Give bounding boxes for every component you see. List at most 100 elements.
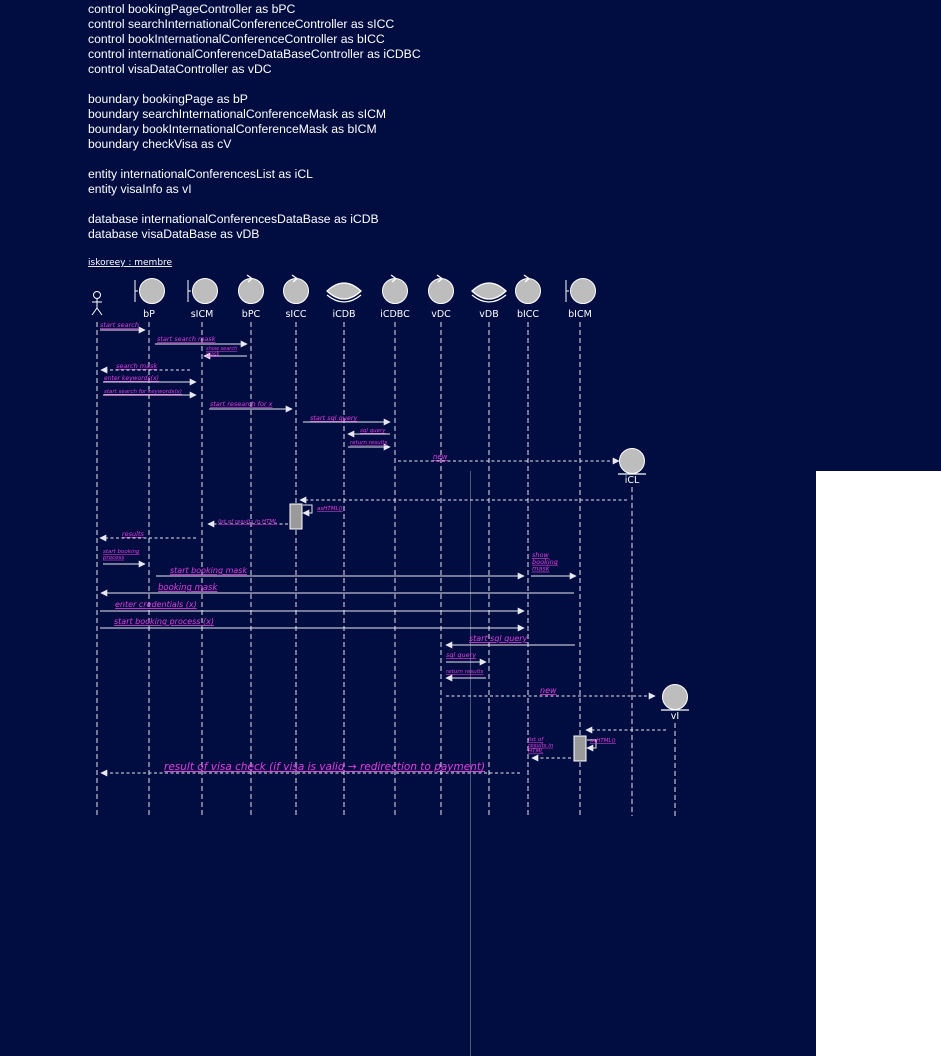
message-3: search mask	[100, 362, 190, 374]
participant-bPC: bPC	[238, 274, 264, 320]
message-1: start search mask	[155, 335, 248, 348]
participant-label: iCDB	[332, 309, 355, 320]
participants: bP sICM bPC sICC iCDB iCDBC vDC vDB bICC bICM iCL v…	[91, 274, 689, 722]
plantuml-declarations: control bookingPageController as bPC con…	[88, 2, 421, 242]
participant-bICM: bICM	[565, 278, 596, 320]
declaration-boundary-bicm: boundary bookInternationalConferenceMask…	[88, 122, 377, 136]
lifelines	[96, 322, 676, 816]
diagram-title: iskoreey : membre	[88, 258, 173, 268]
participant-label: iCL	[625, 475, 640, 486]
message-label: start sql query	[310, 414, 358, 422]
declaration-control-icdbc: control internationalConferenceDataBaseC…	[88, 47, 421, 61]
message-label: start search	[100, 321, 139, 329]
message-label: start booking process (x)	[114, 617, 214, 626]
participant-label: vI	[671, 711, 679, 722]
message-22: sql query	[446, 651, 487, 666]
message-7: start sql query	[303, 414, 391, 426]
message-6: start research for x	[209, 400, 293, 413]
participant-label: bPC	[242, 309, 261, 320]
declaration-control-bicc: control bookInternationalConferenceContr…	[88, 32, 385, 46]
vertical-divider	[470, 471, 471, 1056]
message-label: result of visa check (if visa is valid →…	[164, 761, 485, 773]
participant-label: vDB	[479, 309, 498, 320]
participant-bICC: bICC	[515, 274, 541, 320]
declaration-database-vdb: database visaDataBase as vDB	[88, 227, 260, 241]
message-label: start search mask	[157, 335, 216, 343]
self-message-arrow	[586, 739, 597, 752]
message-label: start booking process	[102, 549, 140, 561]
message-label: results	[122, 530, 145, 538]
message-21: start sql query	[445, 634, 575, 649]
participant-label: sICC	[285, 309, 306, 320]
message-label: asHTML()	[317, 506, 343, 512]
declaration-boundary-sicm: boundary searchInternationalConferenceMa…	[88, 107, 387, 121]
message-label: list of results in HTML	[528, 737, 554, 755]
message-26: asHTML()	[586, 738, 616, 752]
message-10: new	[398, 453, 620, 465]
participant-bP: bP	[134, 278, 165, 320]
message-label: booking mask	[158, 583, 218, 593]
message-8: sql query	[347, 428, 390, 438]
message-12: asHTML()	[302, 504, 343, 517]
message-label: sql query	[360, 428, 386, 434]
message-label: start search for keywords(x)	[104, 389, 182, 395]
participant-label: vDC	[431, 309, 451, 320]
participant-iCL: iCL	[618, 448, 646, 486]
message-label: start research for x	[210, 400, 273, 408]
message-16: start booking mask	[156, 566, 525, 580]
activations	[289, 503, 587, 762]
participant-label: bP	[143, 309, 155, 320]
message-4: enter keywords(x)	[103, 375, 197, 386]
declaration-control-bpc: control bookingPageController as bPC	[88, 2, 296, 16]
message-label: search mask	[116, 362, 158, 370]
participant-user	[91, 291, 103, 316]
message-19: enter credentials (x)	[100, 600, 525, 615]
message-9: return results	[348, 440, 391, 451]
message-label: return results	[446, 669, 483, 675]
participant-vI: vI	[661, 684, 689, 722]
declaration-boundary-bp: boundary bookingPage as bP	[88, 92, 248, 106]
message-28: result of visa check (if visa is valid →…	[100, 761, 520, 777]
message-15: start booking process	[102, 549, 146, 568]
declaration-boundary-cv: boundary checkVisa as cV	[88, 137, 232, 151]
declaration-entity-vi: entity visaInfo as vI	[88, 182, 192, 196]
message-5: start search for keywords(x)	[103, 389, 197, 399]
declaration-control-sicc: control searchInternationalConferenceCon…	[88, 17, 395, 31]
message-label: start booking mask	[170, 566, 247, 575]
message-27: list of results in HTML	[528, 737, 571, 762]
message-17: show booking mask	[531, 551, 577, 580]
message-label: asHTML()	[590, 738, 616, 744]
white-overlay-panel	[816, 471, 941, 1056]
message-23: return results	[445, 669, 486, 682]
activation-bicm	[573, 735, 587, 762]
declaration-control-vdc: control visaDataController as vDC	[88, 62, 272, 76]
message-13: list of results in HTML	[207, 519, 288, 528]
message-14: results	[99, 530, 196, 542]
message-18: booking mask	[100, 583, 574, 597]
message-24: new	[446, 686, 656, 700]
message-label: new	[433, 453, 448, 461]
participant-label: sICM	[191, 309, 214, 320]
declaration-database-icdb: database internationalConferencesDataBas…	[88, 212, 379, 226]
participant-label: iCDBC	[380, 309, 410, 320]
participant-sICM: sICM	[187, 278, 218, 320]
message-2: show search mask	[203, 346, 247, 360]
message-label: enter keywords(x)	[104, 375, 159, 382]
message-label: list of results in HTML	[218, 519, 277, 525]
message-label: sql query	[446, 651, 476, 659]
participant-iCDBC: iCDBC	[380, 274, 410, 320]
message-label: show search mask	[206, 346, 237, 357]
message-label: start sql query	[469, 634, 528, 643]
message-20: start booking process (x)	[100, 617, 525, 632]
participant-iCDB: iCDB	[326, 282, 362, 320]
message-label: new	[540, 686, 557, 695]
message-label: show booking mask	[532, 551, 558, 573]
message-label: return results	[350, 440, 387, 446]
declaration-entity-icl: entity internationalConferencesList as i…	[88, 167, 313, 181]
message-0: start search	[100, 321, 146, 334]
messages: start search start search mask show search…	[99, 321, 666, 777]
participant-label: bICM	[568, 309, 592, 320]
participant-sICC: sICC	[283, 274, 309, 320]
message-label: enter credentials (x)	[115, 600, 197, 609]
